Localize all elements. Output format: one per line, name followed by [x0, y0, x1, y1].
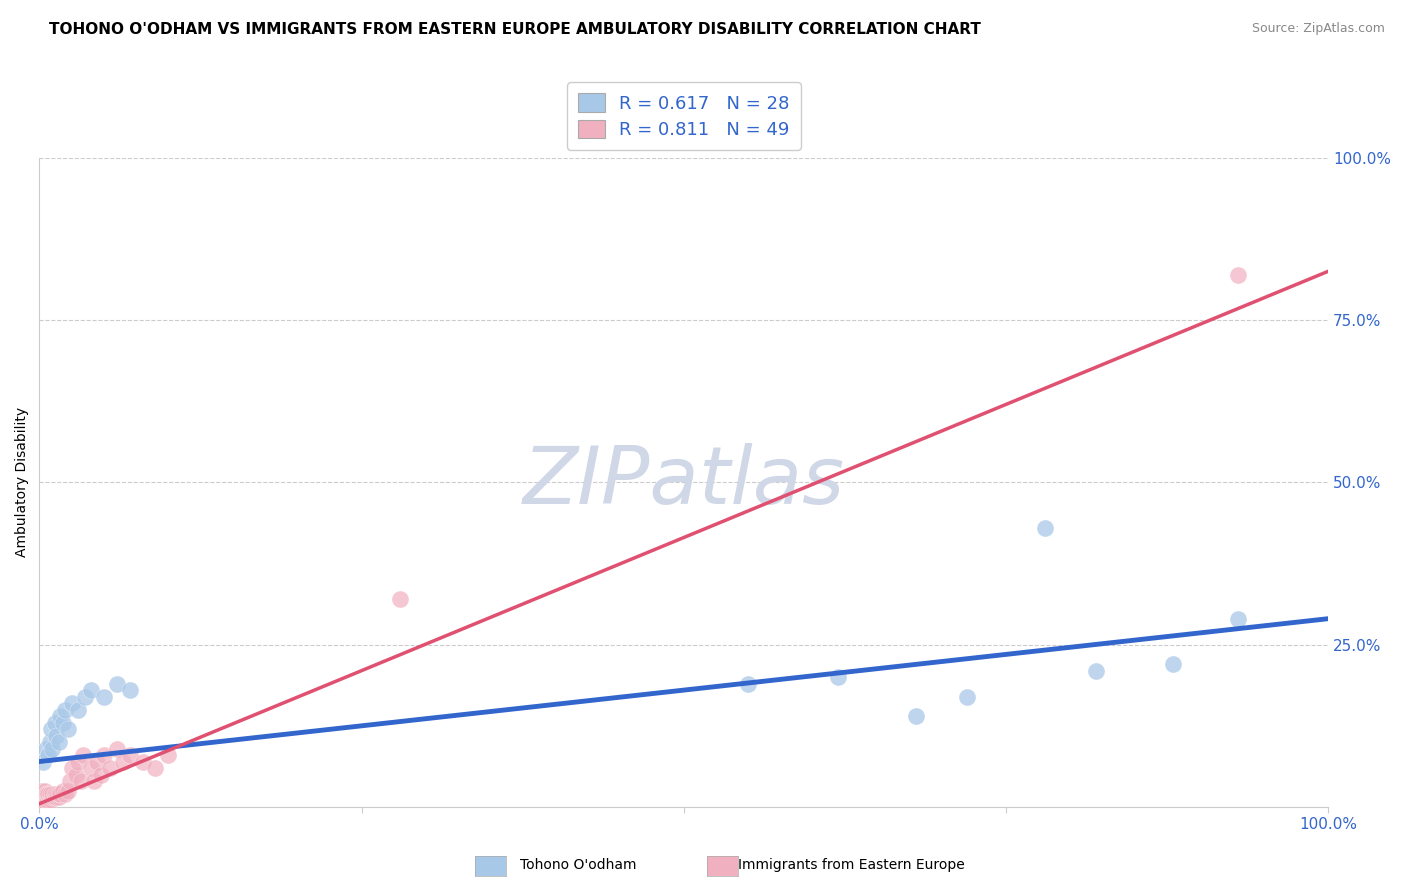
Point [956, 690, 979, 704]
Point [30, 793, 52, 807]
Point [39, 793, 62, 807]
Point [157, 747, 180, 762]
Point [1163, 657, 1185, 672]
Point [48, 790, 70, 805]
Point [67, 755, 90, 769]
Point [39, 722, 62, 736]
Point [48, 787, 70, 801]
Point [118, 747, 141, 762]
Point [32, 787, 55, 801]
Point [827, 670, 849, 684]
Point [59, 774, 82, 789]
Point [34, 790, 56, 805]
Point [1085, 664, 1108, 678]
Point [389, 592, 412, 607]
Point [60, 696, 83, 710]
Point [49, 787, 72, 801]
Point [31, 783, 53, 797]
Point [31, 790, 53, 805]
Point [44, 715, 66, 730]
Point [105, 741, 128, 756]
Point [48, 735, 70, 749]
Point [35, 793, 58, 807]
Point [53, 703, 76, 717]
Legend: R = 0.617   N = 28, R = 0.811   N = 49: R = 0.617 N = 28, R = 0.811 N = 49 [567, 82, 800, 150]
Point [41, 741, 63, 756]
Point [38, 735, 60, 749]
Point [737, 676, 759, 690]
Point [98, 761, 121, 775]
Point [72, 747, 94, 762]
Point [32, 755, 55, 769]
Point [38, 787, 60, 801]
Point [34, 783, 56, 797]
Point [35, 741, 58, 756]
Point [118, 683, 141, 698]
Point [37, 787, 59, 801]
Point [60, 761, 83, 775]
Point [131, 755, 153, 769]
Point [112, 755, 135, 769]
Point [44, 787, 66, 801]
Text: Source: ZipAtlas.com: Source: ZipAtlas.com [1251, 22, 1385, 36]
Point [1226, 612, 1249, 626]
Text: TOHONO O'ODHAM VS IMMIGRANTS FROM EASTERN EUROPE AMBULATORY DISABILITY CORRELATI: TOHONO O'ODHAM VS IMMIGRANTS FROM EASTER… [49, 22, 981, 37]
Point [73, 690, 96, 704]
Point [56, 722, 79, 736]
Point [1033, 521, 1056, 535]
Point [42, 790, 65, 805]
Point [56, 783, 79, 797]
Text: ZIPatlas: ZIPatlas [523, 443, 845, 521]
Point [32, 793, 55, 807]
Point [93, 690, 115, 704]
Point [41, 790, 63, 805]
Point [37, 747, 59, 762]
Point [45, 790, 67, 805]
Point [1226, 268, 1249, 282]
Point [41, 787, 63, 801]
Point [83, 774, 105, 789]
Point [46, 787, 69, 801]
Point [37, 787, 59, 801]
Text: Immigrants from Eastern Europe: Immigrants from Eastern Europe [738, 858, 965, 872]
Y-axis label: Ambulatory Disability: Ambulatory Disability [15, 408, 30, 558]
Text: Tohono O'odham: Tohono O'odham [520, 858, 637, 872]
Point [93, 747, 115, 762]
Point [80, 683, 103, 698]
Point [53, 787, 76, 801]
Point [35, 787, 58, 801]
Point [30, 787, 52, 801]
Point [52, 783, 75, 797]
Point [49, 709, 72, 723]
Point [65, 767, 87, 781]
Point [69, 774, 91, 789]
Point [52, 715, 75, 730]
Point [80, 761, 103, 775]
Point [37, 790, 59, 805]
Point [37, 793, 59, 807]
Point [105, 676, 128, 690]
Point [904, 709, 927, 723]
Point [145, 761, 167, 775]
Point [67, 703, 90, 717]
Point [86, 755, 108, 769]
Point [45, 729, 67, 743]
Point [90, 767, 112, 781]
Point [38, 790, 60, 805]
